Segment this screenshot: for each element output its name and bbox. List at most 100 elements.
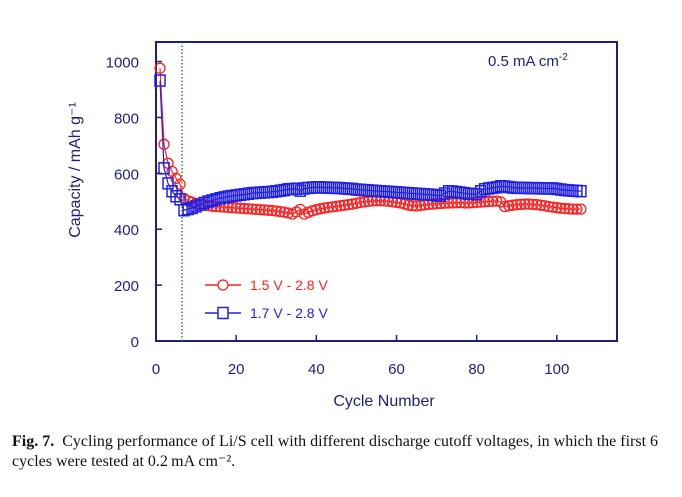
data-point bbox=[162, 177, 174, 190]
data-point bbox=[214, 191, 226, 205]
data-point bbox=[194, 198, 206, 211]
data-point bbox=[314, 203, 327, 215]
data-point bbox=[338, 199, 351, 211]
data-point bbox=[278, 183, 291, 197]
y-tick-label: 800 bbox=[114, 110, 139, 127]
data-point bbox=[531, 198, 543, 211]
series-group bbox=[154, 62, 587, 220]
y-tick-label: 400 bbox=[114, 222, 139, 239]
legend-square-marker bbox=[217, 306, 229, 320]
data-point bbox=[270, 205, 282, 217]
x-tick-label: 80 bbox=[468, 361, 485, 378]
x-tick-label: 20 bbox=[228, 361, 245, 378]
data-point bbox=[567, 203, 579, 215]
data-point bbox=[246, 203, 258, 215]
data-point bbox=[318, 202, 331, 214]
data-point bbox=[575, 203, 587, 215]
x-tick-label: 60 bbox=[388, 361, 405, 378]
data-point bbox=[278, 206, 290, 218]
data-point bbox=[214, 201, 226, 213]
data-point bbox=[358, 196, 371, 208]
data-point bbox=[182, 202, 194, 216]
data-point bbox=[330, 200, 343, 212]
data-point bbox=[503, 200, 515, 212]
data-point bbox=[250, 203, 262, 216]
data-point bbox=[334, 200, 347, 212]
data-point bbox=[467, 197, 479, 209]
series-line bbox=[159, 68, 581, 215]
current-density-annotation: 0.5 mA cm-2 bbox=[488, 52, 568, 70]
data-point bbox=[158, 162, 170, 175]
data-point bbox=[559, 202, 571, 215]
data-point bbox=[543, 200, 555, 213]
data-point bbox=[154, 74, 166, 87]
data-point bbox=[206, 194, 218, 207]
data-point bbox=[575, 184, 587, 198]
data-point bbox=[563, 203, 575, 215]
data-point bbox=[326, 201, 339, 213]
data-point bbox=[190, 200, 202, 213]
plot-area-border bbox=[155, 41, 618, 342]
data-point bbox=[519, 198, 531, 210]
data-point bbox=[322, 201, 335, 214]
data-point bbox=[354, 196, 367, 209]
data-point bbox=[483, 195, 495, 208]
legend-item: 1.5 V - 2.8 V bbox=[205, 277, 328, 293]
data-point bbox=[178, 203, 190, 217]
data-point bbox=[539, 200, 551, 212]
data-point bbox=[342, 198, 355, 211]
data-point bbox=[310, 204, 322, 216]
x-axis-title: Cycle Number bbox=[333, 393, 435, 410]
annotation-superscript: -2 bbox=[559, 52, 568, 63]
data-point bbox=[210, 193, 222, 206]
data-point bbox=[438, 187, 451, 200]
y-tick-label: 0 bbox=[131, 334, 139, 351]
data-point bbox=[478, 183, 491, 196]
legend-label: 1.5 V - 2.8 V bbox=[250, 277, 328, 293]
data-point bbox=[402, 199, 415, 211]
data-point bbox=[547, 201, 559, 213]
data-point bbox=[234, 202, 246, 214]
figure-label: Fig. 7. bbox=[12, 433, 55, 450]
data-point bbox=[238, 202, 250, 215]
data-point bbox=[274, 205, 286, 218]
data-point bbox=[515, 198, 527, 211]
x-tick-label: 40 bbox=[308, 361, 325, 378]
data-point bbox=[442, 197, 455, 209]
data-point bbox=[254, 204, 266, 216]
data-point bbox=[258, 204, 270, 216]
y-tick-label: 200 bbox=[114, 278, 139, 295]
y-tick-label: 1000 bbox=[106, 55, 139, 72]
legend-circle-marker bbox=[217, 279, 229, 291]
data-point bbox=[350, 197, 363, 209]
data-point bbox=[158, 138, 170, 150]
data-point bbox=[410, 200, 423, 212]
data-point bbox=[426, 198, 439, 210]
data-point bbox=[571, 203, 583, 215]
figure-caption: Fig. 7. Cycling performance of Li/S cell… bbox=[12, 432, 677, 472]
legend: 1.5 V - 2.8 V 1.7 V - 2.8 V bbox=[205, 277, 328, 321]
data-point bbox=[170, 190, 182, 203]
data-point bbox=[499, 200, 511, 213]
data-point bbox=[186, 201, 198, 215]
data-point bbox=[174, 178, 186, 190]
data-point bbox=[555, 202, 567, 214]
plot-frame bbox=[155, 41, 618, 342]
data-point bbox=[294, 184, 307, 197]
data-point bbox=[346, 198, 359, 210]
data-point bbox=[262, 204, 274, 216]
data-point bbox=[406, 200, 419, 212]
data-point bbox=[527, 198, 539, 211]
data-point bbox=[154, 62, 166, 74]
data-point bbox=[491, 195, 503, 207]
data-point bbox=[434, 189, 447, 202]
legend-label: 1.7 V - 2.8 V bbox=[250, 305, 328, 321]
series-line bbox=[159, 80, 581, 211]
data-point bbox=[266, 204, 278, 217]
data-point bbox=[551, 202, 563, 214]
data-point bbox=[535, 199, 547, 211]
data-point bbox=[218, 191, 230, 204]
series-blue-squares bbox=[154, 74, 587, 217]
